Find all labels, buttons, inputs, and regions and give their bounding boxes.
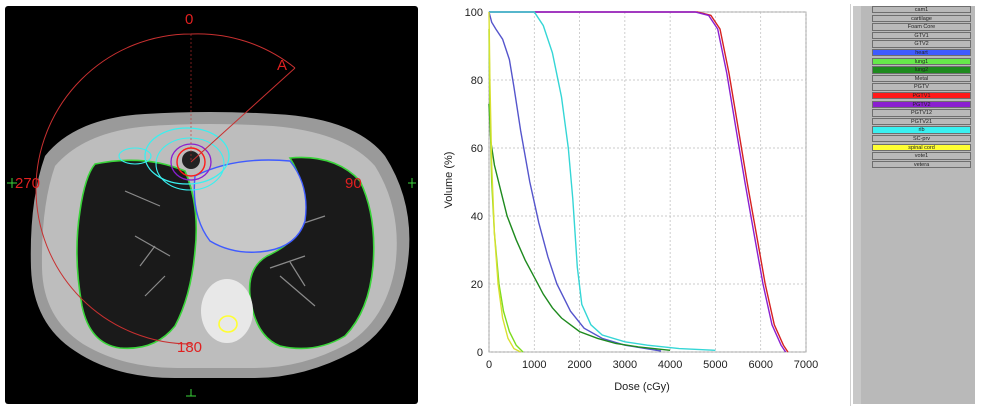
ct-axial-view[interactable]: A 0 90 180 270 [5, 6, 418, 404]
angle-label-right: 90 [345, 175, 362, 192]
svg-text:A: A [277, 57, 287, 74]
x-tick-label: 1000 [522, 359, 546, 371]
roi-item[interactable]: PGTV1 [872, 92, 971, 100]
roi-item[interactable]: vetera [872, 160, 971, 169]
ct-image: A 0 90 180 270 [7, 11, 416, 397]
left-lung-region [76, 159, 198, 350]
y-tick-label: 40 [471, 211, 483, 223]
x-tick-label: 6000 [748, 359, 772, 371]
rib-contour [144, 127, 230, 185]
dvh-series-line-6 [488, 11, 522, 353]
roi-item[interactable]: PGTV2 [872, 100, 971, 108]
y-tick-label: 80 [471, 75, 483, 87]
angle-label-top: 0 [185, 11, 193, 28]
roi-item[interactable]: spinal cord [872, 143, 971, 151]
roi-item[interactable]: lung1 [872, 57, 971, 65]
dvh-series-line-1 [489, 11, 787, 353]
roi-item[interactable]: PGTV [872, 83, 971, 91]
dvh-chart: 0 1000 2000 3000 4000 5000 6000 7000 0 20 40 60 80 10… [443, 7, 818, 393]
roi-item[interactable]: heart [872, 49, 971, 57]
y-tick-label: 100 [465, 7, 483, 19]
x-tick-label: 3000 [613, 359, 637, 371]
dvh-chart-panel: 0 1000 2000 3000 4000 5000 6000 7000 0 20 40 60 80 10… [428, 4, 851, 406]
x-tick-label: 0 [486, 359, 492, 371]
roi-list-panel: cam1 cartilage Foam Core GTV1 GTV2 heart lung1… [853, 6, 975, 404]
roi-item[interactable]: vote1 [872, 152, 971, 160]
plot-frame [488, 11, 807, 353]
x-tick-label: 4000 [658, 359, 682, 371]
roi-item[interactable]: rib [872, 126, 971, 134]
roi-item[interactable]: cartilage [872, 14, 971, 22]
gantry-arc [35, 33, 296, 345]
spinal-cord-contour [218, 315, 238, 333]
roi-item[interactable]: SC-prv [872, 135, 971, 143]
roi-item[interactable]: PGTV21 [872, 117, 971, 126]
roi-item[interactable]: cam1 [872, 6, 971, 14]
y-axis-label: Volume (%) [443, 152, 455, 209]
roi-item[interactable]: lung2 [872, 66, 971, 74]
angle-label-bottom: 180 [177, 339, 202, 356]
roi-item[interactable]: GTV2 [872, 40, 971, 48]
x-tick-label: 7000 [794, 359, 818, 371]
dvh-series-line-0 [489, 11, 789, 353]
vertebra [201, 279, 253, 343]
x-axis-label: Dose (cGy) [614, 381, 670, 393]
y-tick-label: 20 [471, 279, 483, 291]
roi-item[interactable]: GTV1 [872, 31, 971, 40]
heart-contour [193, 159, 307, 253]
y-tick-label: 0 [477, 347, 483, 359]
dvh-series-line-3 [488, 11, 662, 352]
x-tick-label: 2000 [567, 359, 591, 371]
roi-item[interactable]: Foam Core [872, 23, 971, 31]
x-tick-label: 5000 [703, 359, 727, 371]
dvh-series-line-4 [488, 103, 671, 351]
roi-item[interactable]: Metal [872, 74, 971, 83]
dvh-series-line-5 [488, 28, 524, 353]
y-tick-label: 60 [471, 143, 483, 155]
roi-item[interactable]: PGTV12 [872, 109, 971, 117]
dvh-series-line-2 [489, 11, 716, 351]
angle-label-left: 270 [15, 175, 40, 192]
